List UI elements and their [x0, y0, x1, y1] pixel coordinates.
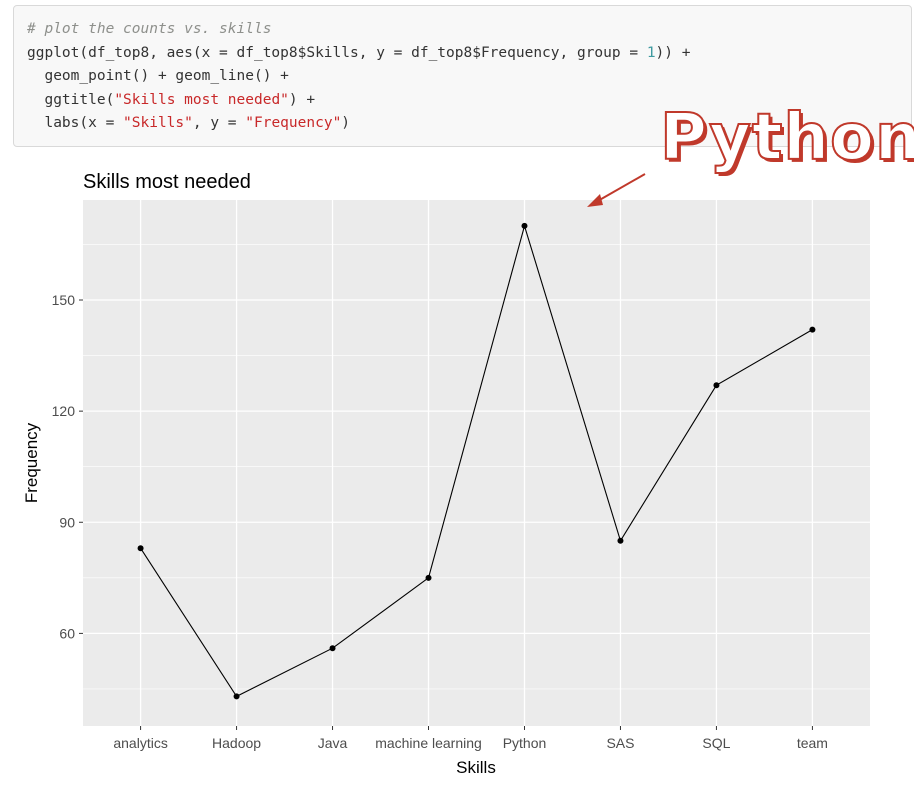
- grid-major: [83, 200, 870, 726]
- x-tick-label: team: [797, 735, 828, 751]
- y-tick-label: 150: [52, 292, 76, 308]
- code-text: ggtitle(: [27, 91, 115, 108]
- python-callout: Python: [659, 101, 914, 175]
- y-axis: 60 90 120 150: [52, 292, 83, 641]
- code-string: "Skills most needed": [114, 91, 289, 108]
- code-text: geom_point() + geom_line() +: [27, 68, 289, 84]
- data-point: [329, 645, 336, 652]
- callout-arrowhead: [587, 194, 603, 207]
- data-points: [137, 222, 816, 700]
- callout-arrow: [595, 173, 646, 203]
- code-line-3: geom_point() + geom_line() +: [27, 65, 911, 89]
- x-axis: analytics Hadoop Java machine learning Pytho…: [113, 726, 828, 751]
- y-tick-label: 90: [59, 514, 75, 530]
- data-point: [137, 545, 144, 552]
- line-chart: Skills most needed 60 90 120 150 analytics H…: [22, 171, 870, 777]
- data-point: [233, 693, 240, 700]
- code-text: ) +: [288, 91, 316, 108]
- y-axis-label: Frequency: [22, 422, 41, 503]
- y-tick-label: 120: [52, 403, 76, 419]
- x-tick-label: SAS: [606, 735, 634, 751]
- code-text: ): [341, 115, 351, 131]
- data-point: [425, 574, 432, 581]
- code-text: labs(x =: [27, 115, 124, 131]
- x-tick-label: Java: [318, 735, 348, 751]
- data-point: [617, 537, 624, 544]
- code-string: "Frequency": [245, 115, 342, 131]
- x-tick-label: SQL: [702, 735, 730, 751]
- x-tick-label: Python: [503, 735, 547, 751]
- code-line-2: ggplot(df_top8, aes(x = df_top8$Skills, …: [27, 42, 911, 66]
- data-point: [713, 382, 720, 389]
- grid-minor: [83, 244, 870, 690]
- code-text: ggplot(df_top8, aes(x = df_top8$Skills, …: [27, 44, 647, 61]
- data-point: [521, 222, 528, 229]
- x-tick-label: Hadoop: [212, 735, 261, 751]
- code-block: # plot the counts vs. skills ggplot(df_t…: [13, 5, 912, 147]
- code-text: )) +: [655, 44, 691, 61]
- code-text: , y =: [192, 115, 246, 131]
- y-tick-label: 60: [59, 625, 75, 641]
- x-axis-label: Skills: [456, 758, 496, 777]
- code-number: 1: [646, 44, 656, 61]
- code-string: "Skills": [123, 115, 193, 131]
- code-line-1: # plot the counts vs. skills: [27, 18, 911, 42]
- chart-title: Skills most needed: [83, 171, 251, 193]
- plot-panel: [83, 200, 870, 726]
- x-tick-label: analytics: [113, 735, 167, 751]
- code-line-5: labs(x = "Skills", y = "Frequency"): [27, 112, 911, 136]
- code-comment: # plot the counts vs. skills: [27, 21, 272, 37]
- code-line-4: ggtitle("Skills most needed") +: [27, 89, 911, 113]
- series-line: [140, 223, 813, 698]
- data-point: [809, 326, 816, 333]
- x-tick-label: machine learning: [375, 735, 482, 751]
